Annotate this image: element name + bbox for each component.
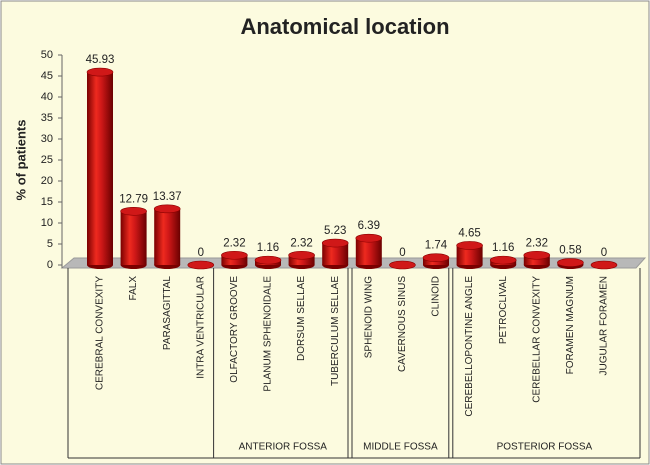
bar-top — [187, 260, 215, 270]
x-tick-label: SPHENOID WING — [363, 276, 374, 358]
x-tick-label: PARASAGITTAL — [162, 276, 173, 351]
bar-top — [288, 250, 315, 260]
bar-top — [355, 233, 383, 243]
bar-top — [321, 238, 349, 248]
x-tick-label: JUGULAR FORAMEN — [599, 276, 610, 375]
value-label: 0.58 — [559, 245, 581, 257]
bar — [456, 245, 483, 265]
chart-title: Anatomical location — [240, 14, 449, 39]
value-label: 45.93 — [86, 54, 115, 66]
bar-top — [590, 260, 618, 270]
x-tick-label: FALX — [128, 276, 139, 301]
value-label: 2.32 — [223, 237, 245, 249]
value-label: 13.37 — [153, 191, 182, 203]
y-tick-label: 20 — [41, 175, 53, 187]
bar-top — [389, 260, 416, 270]
bar — [221, 255, 248, 265]
value-label: 4.65 — [458, 228, 480, 240]
bar-top — [153, 204, 181, 214]
y-tick-label: 5 — [47, 238, 53, 250]
value-label: 6.39 — [358, 220, 380, 232]
bar-top — [557, 258, 584, 267]
value-label: 0 — [399, 247, 405, 259]
bar — [523, 255, 550, 265]
y-tick-label: 40 — [41, 91, 53, 103]
y-tick-label: 30 — [41, 133, 53, 145]
x-tick-label: TUBERCULUM SELLAE — [330, 276, 341, 386]
y-tick-label: 45 — [41, 70, 53, 82]
x-tick-label: PETROCLIVAL — [498, 276, 509, 345]
x-tick-label: DORSUM SELLAE — [296, 276, 307, 361]
value-label: 0 — [601, 247, 607, 259]
y-axis-label: % of patients — [13, 120, 28, 201]
bar — [120, 211, 147, 265]
y-tick-label: 50 — [41, 49, 53, 61]
group-label: POSTERIOR FOSSA — [497, 442, 593, 453]
y-tick-label: 10 — [41, 217, 53, 229]
value-label: 5.23 — [324, 225, 346, 237]
group-label: ANTERIOR FOSSA — [239, 442, 328, 453]
bar-top — [422, 253, 450, 262]
y-tick-label: 15 — [41, 196, 53, 208]
bar-top — [489, 255, 517, 265]
bar — [322, 243, 349, 265]
bar-top — [86, 67, 114, 77]
bar-top — [254, 255, 282, 265]
x-tick-label: CAVERNOUS SINUS — [397, 276, 408, 372]
bar — [355, 238, 382, 265]
x-tick-label: FORAMEN MAGNUM — [565, 276, 576, 374]
x-tick-label: CEREBELLOPONTINE ANGLE — [464, 276, 475, 417]
value-label: 1.16 — [257, 242, 279, 254]
x-tick-label: CLINOID — [431, 276, 442, 317]
x-tick-label: CEREBRAL CONVEXITY — [95, 276, 106, 390]
bar — [288, 255, 315, 265]
x-tick-label: OLFACTORY GROOVE — [229, 276, 240, 383]
y-tick-label: 35 — [41, 112, 53, 124]
x-tick-label: PLANUM SPHENOIDALE — [263, 276, 274, 392]
x-tick-label: CEREBELLAR CONVEXITY — [531, 276, 542, 403]
bar — [154, 208, 181, 265]
bar-top — [523, 250, 551, 260]
group-label: MIDDLE FOSSA — [363, 442, 438, 453]
value-label: 1.16 — [492, 242, 514, 254]
value-label: 1.74 — [425, 240, 448, 252]
value-label: 2.32 — [526, 237, 548, 249]
bar — [87, 72, 113, 266]
value-label: 12.79 — [119, 193, 148, 205]
y-tick-label: 25 — [41, 154, 53, 166]
x-tick-label: INTRA VENTRICULAR — [195, 276, 206, 379]
value-label: 2.32 — [290, 237, 312, 249]
bar-top — [120, 206, 147, 216]
value-label: 0 — [198, 247, 204, 259]
y-tick-label: 0 — [47, 259, 53, 271]
bar-top — [456, 241, 483, 250]
bar-top — [221, 250, 248, 260]
